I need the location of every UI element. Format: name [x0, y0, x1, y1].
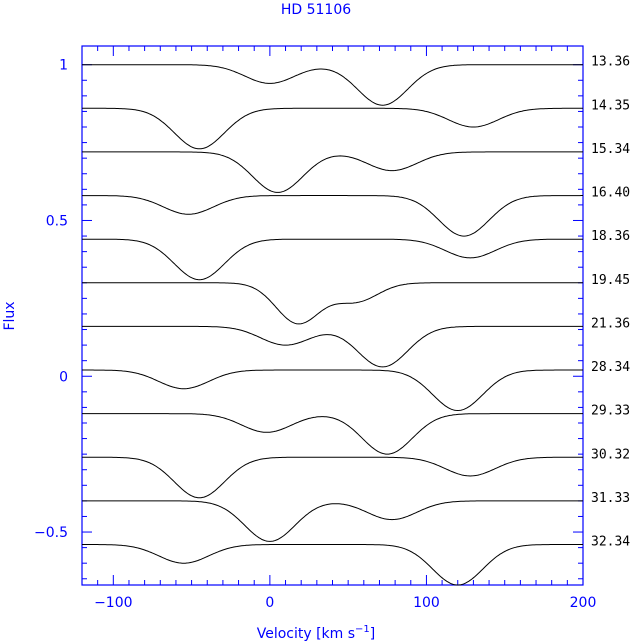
chart-title: HD 51106	[281, 2, 351, 18]
spectrum-label: 21.36	[591, 316, 630, 331]
spectrum-line	[82, 238, 583, 281]
x-tick-label: −100	[94, 595, 132, 611]
spectrum-line	[82, 107, 583, 150]
spectrum-label: 16.40	[591, 186, 630, 201]
x-axis-label-end: ]	[370, 626, 375, 642]
spectrum-line	[82, 64, 583, 106]
y-tick-label: 0	[59, 369, 68, 385]
y-tick-label: −0.5	[34, 525, 68, 541]
spectra-series	[82, 64, 583, 586]
x-axis: −100 0 100 200	[81, 46, 597, 611]
y-tick-label: 0.5	[46, 213, 68, 229]
x-tick-label: 100	[413, 595, 440, 611]
spectrum-line	[82, 544, 583, 586]
x-tick-label: 0	[265, 595, 274, 611]
spectrum-label: 14.35	[591, 98, 630, 113]
spectrum-line	[82, 282, 583, 325]
spectrum-line	[82, 151, 583, 193]
spectrum-label: 31.33	[591, 491, 630, 506]
spectrum-line	[82, 500, 583, 542]
spectrum-line	[82, 456, 583, 499]
spectrum-label: 30.32	[591, 447, 630, 462]
spectrum-label: 29.33	[591, 404, 630, 419]
y-axis-label: Flux	[2, 301, 18, 330]
spectrum-line	[82, 413, 583, 455]
spectrum-line	[82, 369, 583, 412]
spectrum-label: 13.36	[591, 55, 630, 70]
spectrum-line	[82, 325, 583, 368]
spectrum-label: 18.36	[591, 229, 630, 244]
spectrum-line	[82, 195, 583, 237]
spectrum-label: 32.34	[591, 534, 630, 549]
spectrum-label: 19.45	[591, 273, 630, 288]
spectrum-label: 28.34	[591, 360, 630, 375]
y-axis: −0.5 0 0.5 1	[34, 58, 583, 580]
x-axis-label: Velocity [km s−1]	[257, 624, 376, 642]
x-axis-label-main: Velocity [km s	[257, 626, 355, 642]
spectrum-label: 15.34	[591, 142, 630, 157]
x-tick-label: 200	[570, 595, 597, 611]
spectrum-labels: 13.36 14.35 15.34 16.40 18.36 19.45 21.36 28.34…	[591, 55, 630, 550]
x-axis-label-exponent: −1	[355, 624, 370, 635]
y-tick-label: 1	[59, 58, 68, 74]
